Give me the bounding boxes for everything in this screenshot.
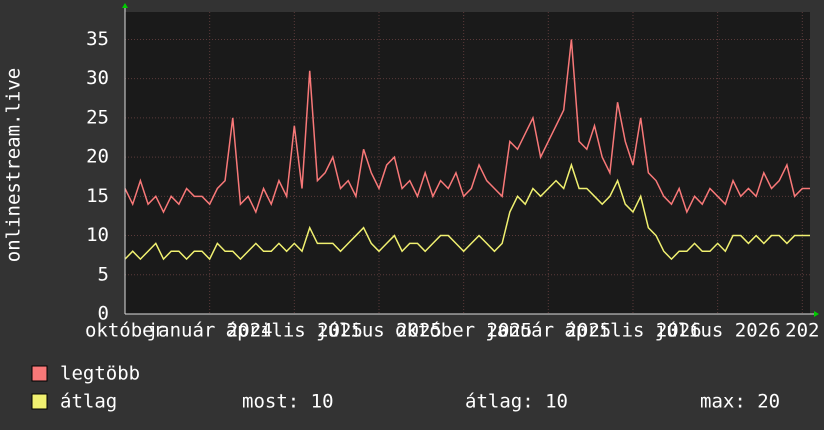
x-tick-label: október	[85, 320, 165, 342]
y-tick-label: 5	[98, 263, 109, 285]
legend-swatch	[31, 393, 48, 410]
y-tick-label: 25	[86, 106, 109, 128]
legend-stat: átlag: 10	[465, 391, 568, 413]
axis-arrow	[814, 311, 819, 317]
x-tick-label: április 2026	[564, 320, 701, 342]
y-tick-label: 0	[98, 303, 109, 325]
legend-stat: max: 20	[700, 391, 780, 413]
x-tick-label: október 2025	[395, 320, 532, 342]
x-tick-label: 202	[785, 320, 819, 342]
x-tick-label: április 2025	[226, 320, 363, 342]
y-axis-label: onlinestream.live	[3, 68, 25, 262]
legend-label: átlag	[60, 391, 117, 413]
legend-swatch	[31, 365, 48, 382]
y-tick-label: 30	[86, 67, 109, 89]
series-line	[124, 39, 810, 215]
y-tick-label: 20	[86, 146, 109, 168]
y-tick-label: 10	[86, 224, 109, 246]
x-tick-label: január 2025	[485, 320, 611, 342]
y-tick-label: 15	[86, 185, 109, 207]
plot-area	[125, 12, 810, 314]
series-line	[124, 162, 810, 261]
axis-arrow	[122, 3, 128, 8]
x-tick-label: január 2024	[147, 320, 273, 342]
y-tick-label: 35	[86, 28, 109, 50]
legend-label: legtöbb	[60, 363, 140, 385]
x-tick-label: július 2026	[655, 320, 781, 342]
legend-stat: most: 10	[242, 391, 334, 413]
x-tick-label: július 2025	[316, 320, 442, 342]
